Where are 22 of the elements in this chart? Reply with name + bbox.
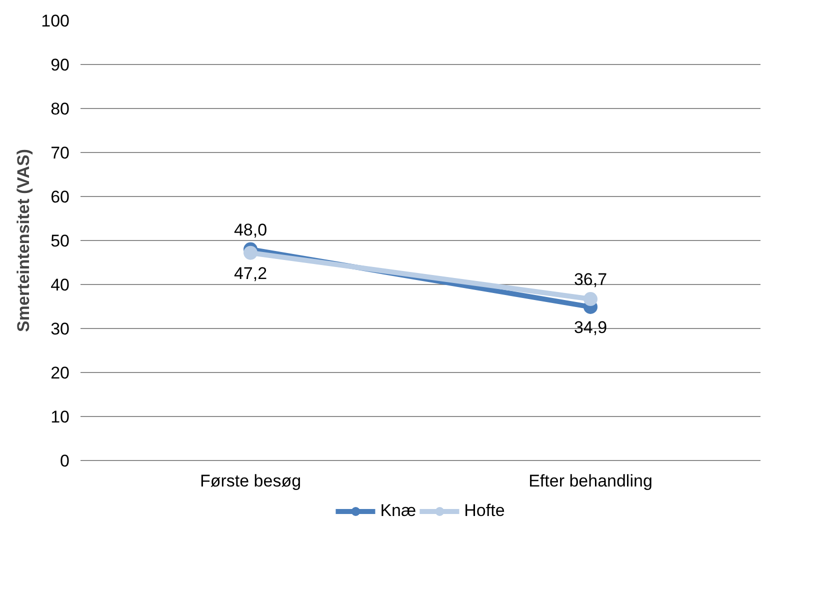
point [244, 246, 258, 260]
data-label: 47,2 [234, 264, 268, 283]
y-tick-label: 30 [50, 320, 70, 338]
point [584, 292, 598, 306]
x-tick-label: Efter behandling [528, 472, 652, 490]
data-label: 36,7 [574, 270, 608, 290]
x-tick-label: Første besøg [200, 472, 302, 490]
data-label: 34,9 [574, 318, 608, 337]
y-tick-label: 0 [60, 452, 70, 470]
y-tick-label: 10 [50, 408, 70, 426]
y-tick-label: 60 [50, 188, 70, 206]
y-tick-label: 100 [41, 12, 70, 30]
y-tick-label: 40 [50, 276, 70, 294]
legend-label: Hofte [464, 501, 505, 521]
y-tick-label: 80 [50, 100, 70, 118]
y-tick-label: 50 [50, 232, 70, 250]
y-tick-label: 20 [50, 364, 70, 382]
data-label: 48,0 [234, 220, 268, 240]
y-axis-title: Smerteintensitet (VAS) [14, 149, 34, 332]
y-tick-label: 90 [50, 56, 70, 74]
legend-label: Knæ [380, 501, 416, 521]
y-tick-label: 70 [50, 144, 70, 162]
